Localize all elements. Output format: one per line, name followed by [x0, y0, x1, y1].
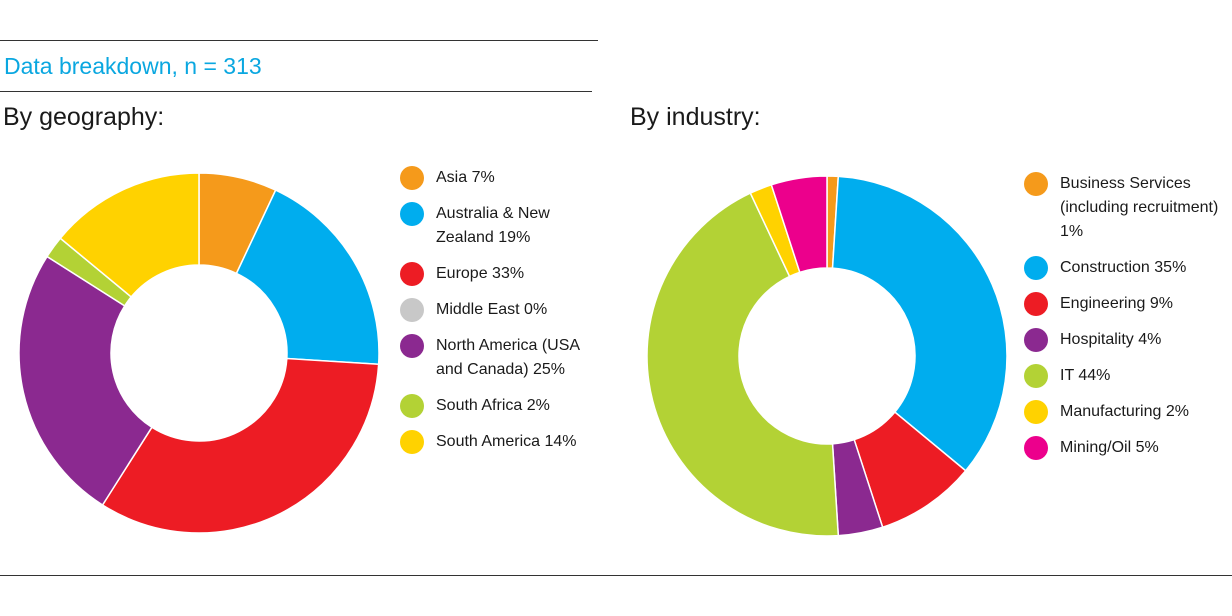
- industry-legend-item-hospitality: Hospitality 4%: [1024, 328, 1229, 352]
- geography-legend-item-north-america-usa-and-canada: North America (USA and Canada) 25%: [400, 334, 590, 382]
- legend-label: Asia 7%: [436, 169, 495, 186]
- geography-slice-europe: [101, 357, 380, 534]
- industry-legend-item-engineering: Engineering 9%: [1024, 292, 1229, 316]
- legend-label: North America (USA and Canada) 25%: [436, 337, 580, 378]
- legend-label: Engineering 9%: [1060, 295, 1173, 312]
- industry-legend-item-mining-oil: Mining/Oil 5%: [1024, 436, 1229, 460]
- geography-slice-north-america-usa-and-canada: [18, 255, 153, 507]
- legend-label: Australia & New Zealand 19%: [436, 205, 550, 246]
- legend-swatch: [1024, 400, 1048, 424]
- legend-label: Europe 33%: [436, 265, 525, 282]
- legend-swatch: [400, 394, 424, 418]
- legend-swatch: [400, 334, 424, 358]
- geography-legend-item-australia-new-zealand: Australia & New Zealand 19%: [400, 202, 590, 250]
- legend-label: Business Services (including recruitment…: [1060, 175, 1219, 240]
- industry-slice-mining-oil: [770, 175, 828, 274]
- legend-label: Manufacturing 2%: [1060, 403, 1189, 420]
- geography-slice-australia-new-zealand: [235, 189, 380, 366]
- legend-swatch: [400, 430, 424, 454]
- legend-swatch: [1024, 436, 1048, 460]
- legend-label: Middle East 0%: [436, 301, 548, 318]
- legend-swatch: [400, 298, 424, 322]
- industry-legend-item-manufacturing: Manufacturing 2%: [1024, 400, 1229, 424]
- legend-swatch: [400, 166, 424, 190]
- geography-legend-item-south-africa: South Africa 2%: [400, 394, 590, 418]
- industry-legend-item-construction: Construction 35%: [1024, 256, 1229, 280]
- legend-swatch: [1024, 328, 1048, 352]
- legend-swatch: [1024, 172, 1048, 196]
- geography-legend-item-asia: Asia 7%: [400, 166, 590, 190]
- legend-swatch: [1024, 256, 1048, 280]
- geography-legend-item-middle-east: Middle East 0%: [400, 298, 590, 322]
- legend-swatch: [400, 262, 424, 286]
- industry-donut-chart: [646, 175, 1008, 537]
- legend-swatch: [1024, 292, 1048, 316]
- geography-chart-title: By geography:: [3, 103, 165, 131]
- geography-donut-chart: [18, 172, 380, 534]
- industry-legend-item-it: IT 44%: [1024, 364, 1229, 388]
- industry-chart-title: By industry:: [630, 103, 761, 131]
- legend-swatch: [400, 202, 424, 226]
- legend-label: IT 44%: [1060, 367, 1111, 384]
- legend-swatch: [1024, 364, 1048, 388]
- industry-slice-construction: [831, 175, 1008, 472]
- page-title: Data breakdown, n = 313: [4, 53, 262, 79]
- legend-label: South America 14%: [436, 433, 577, 450]
- industry-legend-item-business-services-including-recruitment: Business Services (including recruitment…: [1024, 172, 1229, 244]
- industry-slice-it: [646, 192, 840, 537]
- geography-legend-item-south-america: South America 14%: [400, 430, 590, 454]
- industry-legend: Business Services (including recruitment…: [1024, 172, 1229, 472]
- geography-legend-item-europe: Europe 33%: [400, 262, 590, 286]
- top-divider: [0, 40, 598, 41]
- geography-slice-south-america: [59, 172, 200, 298]
- legend-label: South Africa 2%: [436, 397, 550, 414]
- geography-legend: Asia 7% Australia & New Zealand 19% Europe…: [400, 166, 590, 466]
- title-divider: [0, 91, 592, 92]
- legend-label: Mining/Oil 5%: [1060, 439, 1159, 456]
- legend-label: Construction 35%: [1060, 259, 1187, 276]
- legend-label: Hospitality 4%: [1060, 331, 1162, 348]
- bottom-divider: [0, 575, 1232, 576]
